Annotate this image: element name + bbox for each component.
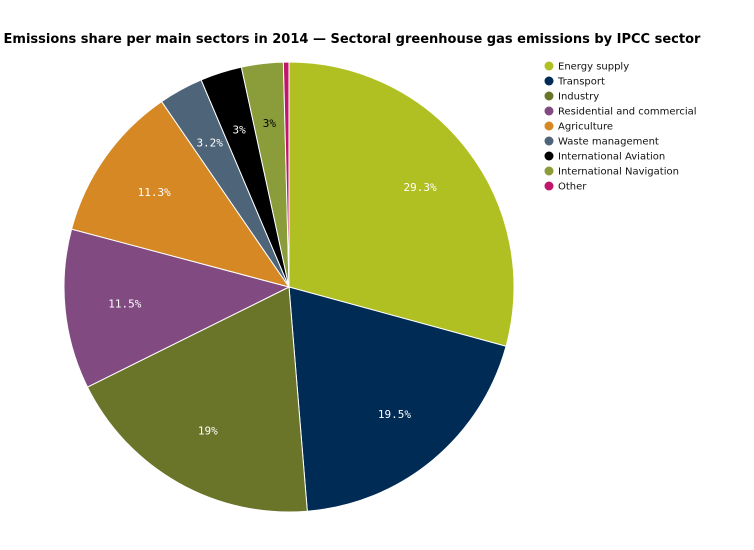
- pie-slices: [63, 61, 515, 513]
- data-label-energy-supply: 29.3%: [404, 181, 437, 194]
- legend-item-industry[interactable]: Industry: [544, 91, 600, 103]
- legend-marker: [544, 91, 554, 101]
- pie-slice-agriculture[interactable]: [70, 100, 291, 288]
- pie-slice-industry[interactable]: [86, 286, 308, 513]
- legend-item-other[interactable]: Other: [544, 181, 588, 193]
- legend-marker: [544, 76, 554, 86]
- legend-item-residential-and-commercial[interactable]: Residential and commercial: [544, 106, 697, 118]
- legend-item-agriculture[interactable]: Agriculture: [544, 121, 614, 133]
- legend-marker: [544, 136, 554, 146]
- legend-label: Other: [558, 182, 587, 193]
- legend-label: International Navigation: [558, 167, 679, 178]
- legend-item-waste-management[interactable]: Waste management: [544, 136, 659, 148]
- data-label-transport: 19.5%: [378, 408, 411, 421]
- data-label-industry: 19%: [198, 425, 218, 438]
- pie-slice-energy-supply[interactable]: [288, 61, 515, 347]
- legend-label: Energy supply: [558, 62, 629, 73]
- legend-marker: [544, 106, 554, 116]
- legend: Energy supply Transport Industry Residentia…: [544, 61, 697, 193]
- data-label-international-aviation: 3%: [232, 124, 246, 137]
- legend-marker: [544, 181, 554, 191]
- data-label-agriculture: 11.3%: [138, 186, 171, 199]
- pie-slice-residential-and-commercial[interactable]: [63, 228, 291, 388]
- data-label-residential-and-commercial: 11.5%: [108, 298, 141, 311]
- legend-marker: [544, 121, 554, 131]
- pie-slice-other[interactable]: [282, 61, 290, 288]
- legend-item-international-navigation[interactable]: International Navigation: [544, 166, 679, 178]
- legend-label: Transport: [557, 77, 605, 88]
- chart-title: Emissions share per main sectors in 2014…: [4, 32, 701, 47]
- legend-label: Industry: [558, 92, 599, 103]
- data-label-international-navigation: 3%: [263, 117, 277, 130]
- legend-item-transport[interactable]: Transport: [544, 76, 606, 88]
- legend-label: Agriculture: [558, 122, 613, 133]
- legend-marker: [544, 166, 554, 176]
- pie-slice-transport[interactable]: [288, 286, 507, 512]
- legend-item-energy-supply[interactable]: Energy supply: [544, 61, 630, 73]
- data-label-waste-management: 3.2%: [196, 136, 223, 149]
- legend-label: Residential and commercial: [558, 107, 697, 118]
- legend-marker: [544, 151, 554, 161]
- legend-label: International Aviation: [558, 152, 665, 163]
- legend-item-international-aviation[interactable]: International Aviation: [544, 151, 666, 163]
- pie-data-labels: 29.3% 19.5% 19% 11.5% 11.3% 3.2% 3% 3%: [108, 117, 437, 438]
- legend-marker: [544, 61, 554, 71]
- legend-label: Waste management: [558, 137, 659, 148]
